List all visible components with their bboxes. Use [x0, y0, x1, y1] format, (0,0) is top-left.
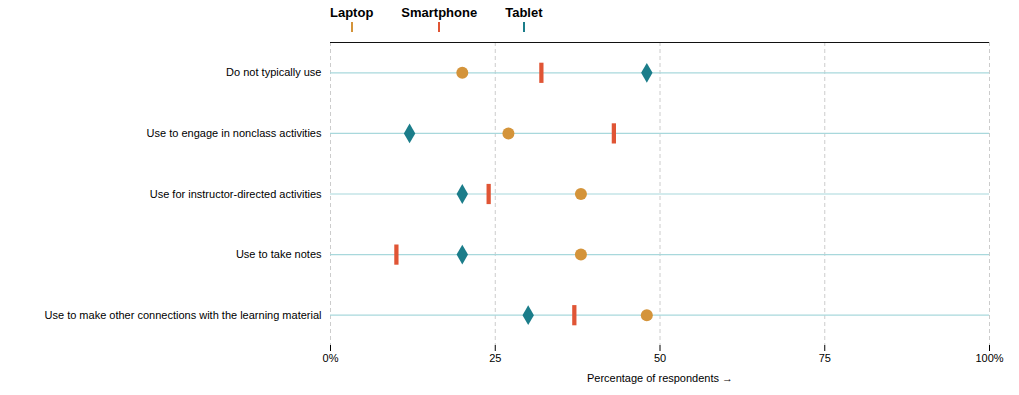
svg-text:25: 25	[489, 352, 501, 364]
svg-text:Do not typically use: Do not typically use	[226, 66, 321, 78]
html-text:Tablet: Tablet	[505, 5, 543, 20]
svg-text:Use to engage in nonclass acti: Use to engage in nonclass activities	[147, 127, 322, 139]
svg-text:0%: 0%	[323, 352, 339, 364]
svg-text:Use to make other connections: Use to make other connections with the l…	[45, 309, 322, 321]
svg-text:75: 75	[819, 352, 831, 364]
html-text:Smartphone: Smartphone	[401, 5, 478, 20]
svg-text:100%: 100%	[975, 352, 1003, 364]
svg-text:Use for instructor-directed ac: Use for instructor-directed activities	[150, 188, 322, 200]
html-text:Laptop: Laptop	[330, 5, 374, 20]
svg-text:Use to take notes: Use to take notes	[236, 248, 322, 260]
svg-text:Percentage of respondents →: Percentage of respondents →	[587, 372, 733, 384]
svg-text:50: 50	[654, 352, 666, 364]
